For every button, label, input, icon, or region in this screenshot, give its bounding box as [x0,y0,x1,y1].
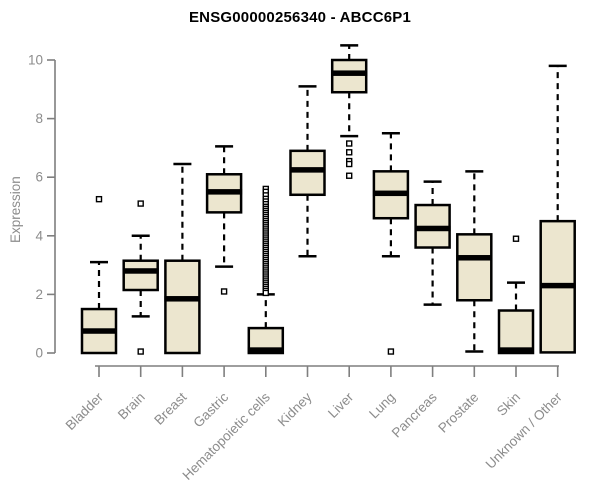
median-line [414,225,451,232]
median-line [372,190,409,197]
x-tick-label-unknown-other: Unknown / Other [483,389,566,472]
box-group-kidney [289,85,326,258]
box-group-hematopoietic-cells [247,185,285,355]
x-tick-label-breast: Breast [151,389,189,427]
box-group-bladder [80,195,118,355]
median-line [498,347,534,353]
box-group-breast [164,162,201,355]
box [330,58,368,94]
outlier-point [346,172,353,179]
x-tick-label-brain: Brain [115,390,148,423]
x-tick-label-gastric: Gastric [190,389,231,430]
median-line [456,255,493,261]
median-line [164,296,201,302]
x-tick-label-pancreas: Pancreas [389,389,440,440]
box-group-liver [330,44,368,179]
box [122,259,159,292]
box-group-gastric [205,145,243,295]
y-tick-label: 8 [35,111,43,126]
median-line [331,70,368,76]
box-group-lung [372,132,410,355]
outlier-point [387,348,395,355]
y-tick-label: 4 [35,228,43,243]
median-line [247,347,284,353]
x-tick-label-bladder: Bladder [63,389,107,433]
y-tick-label: 6 [35,170,43,185]
box-group-pancreas [414,180,451,306]
box-group-unknown-other [539,64,576,354]
box [289,149,326,197]
median-line [122,268,159,274]
outlier-point [346,160,353,168]
outlier-point [346,149,353,156]
box-group-skin [497,235,535,355]
box [164,259,201,355]
x-tick-label-prostate: Prostate [435,390,481,436]
box-group-prostate [456,170,493,353]
outlier-point [137,200,144,207]
outlier-point [220,288,228,295]
median-line [289,167,326,173]
x-tick-label-lung: Lung [366,390,398,422]
chart-title: ENSG00000256340 - ABCC6P1 [188,9,412,26]
y-tick-label: 2 [35,287,43,302]
median-line [539,282,576,289]
outlier-point [95,195,103,203]
outlier-point [262,289,269,297]
y-tick-label: 0 [35,346,43,361]
box [456,233,493,302]
x-tick-label-kidney: Kidney [275,389,315,429]
outlier-point [137,348,144,355]
outlier-point [512,235,520,242]
median-line [206,189,243,195]
box-group-brain [122,200,159,355]
box [497,309,535,355]
outlier-point [346,140,353,147]
y-tick-label: 10 [28,53,43,68]
x-tick-label-liver: Liver [325,389,357,421]
x-tick-label-skin: Skin [494,390,523,419]
median-line [81,328,117,334]
